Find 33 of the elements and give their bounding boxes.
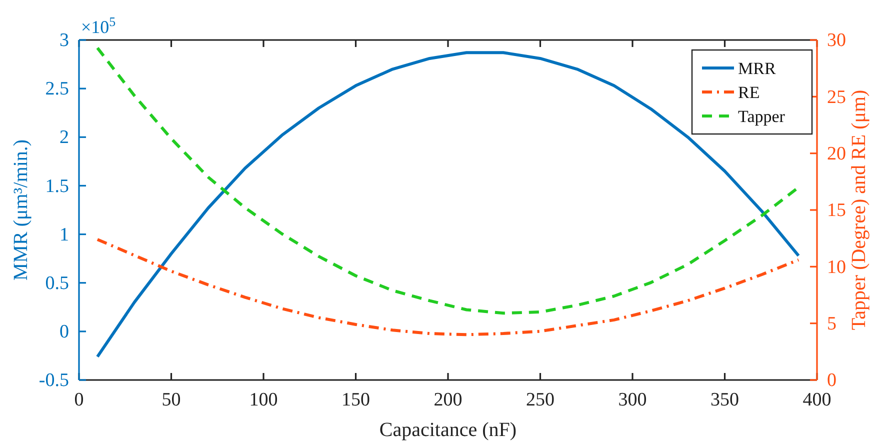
- y-tick-label: 2.5: [45, 78, 69, 100]
- y2-tick-label: 0: [827, 370, 836, 392]
- y-tick-label: 2: [60, 127, 69, 148]
- y-axis-title: MMR (μm³/min.): [10, 139, 32, 281]
- line-series: [96, 238, 800, 336]
- x-tick-label: 400: [802, 389, 832, 410]
- y-tick-label: 3: [60, 30, 69, 52]
- x-tick-label: 350: [710, 389, 739, 410]
- x-tick-label: 0: [74, 389, 84, 410]
- y2-tick-label: 20: [827, 143, 846, 164]
- y2-tick-label: 5: [827, 313, 836, 334]
- text: ×10$^{5}$: [81, 14, 116, 37]
- y-tick-label: 0: [60, 322, 69, 343]
- legend-label: MRR: [738, 59, 776, 78]
- y2-tick-label: 10: [827, 256, 846, 278]
- y2-tick-label: 25: [827, 86, 846, 108]
- x-tick-label: 200: [434, 389, 462, 410]
- line-series: [96, 51, 800, 358]
- y-tick-label: -0.5: [38, 370, 69, 392]
- x-tick-label: 300: [618, 389, 647, 410]
- x-tick-label: 100: [249, 389, 278, 410]
- legend-label: Tapper: [738, 107, 786, 126]
- x-tick-label: 250: [526, 389, 554, 410]
- x-axis-title: Capacitance (nF): [379, 419, 517, 441]
- x-tick-label: 50: [162, 389, 181, 410]
- y-tick-label: 0.5: [45, 272, 69, 294]
- y-tick-label: 1: [60, 224, 69, 246]
- y-tick-label: 1.5: [45, 176, 69, 197]
- y2-axis-title: Tapper (Degree) and RE (μm): [848, 90, 870, 330]
- x-tick-label: 150: [342, 389, 370, 410]
- y2-tick-label: 15: [827, 200, 846, 222]
- y2-tick-label: 30: [827, 30, 846, 52]
- legend-label: RE: [738, 83, 760, 102]
